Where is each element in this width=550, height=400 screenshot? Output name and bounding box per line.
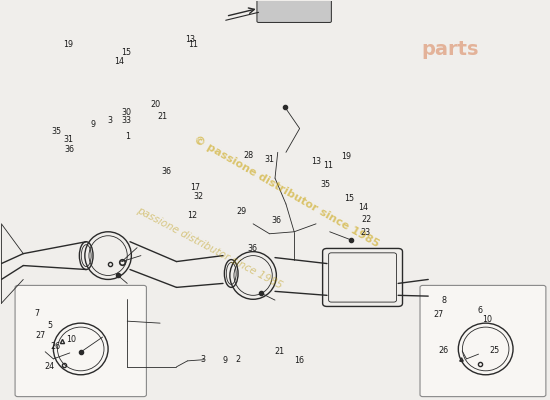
- Text: 19: 19: [63, 40, 73, 49]
- Text: 36: 36: [247, 244, 257, 253]
- Text: 8: 8: [441, 296, 446, 305]
- Text: 35: 35: [51, 127, 61, 136]
- Text: 16: 16: [295, 356, 305, 365]
- Text: passione distributor since 1985: passione distributor since 1985: [135, 205, 284, 290]
- FancyBboxPatch shape: [15, 286, 146, 397]
- Text: 30: 30: [121, 108, 131, 117]
- Text: 29: 29: [236, 207, 246, 216]
- Text: 31: 31: [63, 135, 73, 144]
- Text: 13: 13: [311, 156, 321, 166]
- Text: 14: 14: [114, 57, 124, 66]
- Text: 31: 31: [265, 155, 274, 164]
- Text: 22: 22: [362, 214, 372, 224]
- FancyBboxPatch shape: [257, 0, 331, 22]
- Text: 21: 21: [158, 112, 168, 121]
- Text: 6: 6: [478, 306, 483, 315]
- Text: 21: 21: [274, 347, 284, 356]
- Text: 9: 9: [91, 120, 96, 129]
- Text: parts: parts: [421, 40, 479, 58]
- Text: 24: 24: [45, 362, 54, 370]
- Text: 17: 17: [191, 183, 201, 192]
- Text: 20: 20: [151, 100, 161, 109]
- Text: 36: 36: [65, 145, 75, 154]
- Text: 3: 3: [107, 116, 112, 125]
- Text: 26: 26: [438, 346, 449, 355]
- Text: 33: 33: [121, 116, 131, 125]
- Text: 28: 28: [244, 151, 254, 160]
- Text: 5: 5: [47, 321, 52, 330]
- Text: 36: 36: [271, 216, 281, 225]
- Text: © passione distributor since 1985: © passione distributor since 1985: [191, 135, 381, 250]
- Text: 9: 9: [222, 356, 227, 365]
- Text: 23: 23: [360, 228, 370, 237]
- Text: 36: 36: [162, 167, 172, 176]
- Text: 10: 10: [67, 335, 76, 344]
- Text: 14: 14: [359, 204, 369, 212]
- Text: 3: 3: [200, 355, 205, 364]
- Text: 2: 2: [235, 355, 240, 364]
- Text: 26: 26: [50, 342, 60, 351]
- Text: 25: 25: [490, 346, 500, 355]
- FancyBboxPatch shape: [420, 286, 546, 397]
- Text: 13: 13: [185, 35, 195, 44]
- Text: 1: 1: [125, 132, 130, 141]
- Text: 15: 15: [121, 48, 131, 57]
- Text: 7: 7: [35, 309, 40, 318]
- Text: 19: 19: [341, 152, 351, 161]
- Text: 32: 32: [194, 192, 204, 200]
- Text: 27: 27: [433, 310, 443, 319]
- Text: 15: 15: [344, 194, 354, 202]
- Text: 27: 27: [36, 331, 46, 340]
- Text: 10: 10: [482, 316, 492, 324]
- Text: 35: 35: [320, 180, 331, 189]
- Text: 11: 11: [188, 40, 198, 49]
- Text: 11: 11: [323, 160, 334, 170]
- Text: 12: 12: [187, 210, 197, 220]
